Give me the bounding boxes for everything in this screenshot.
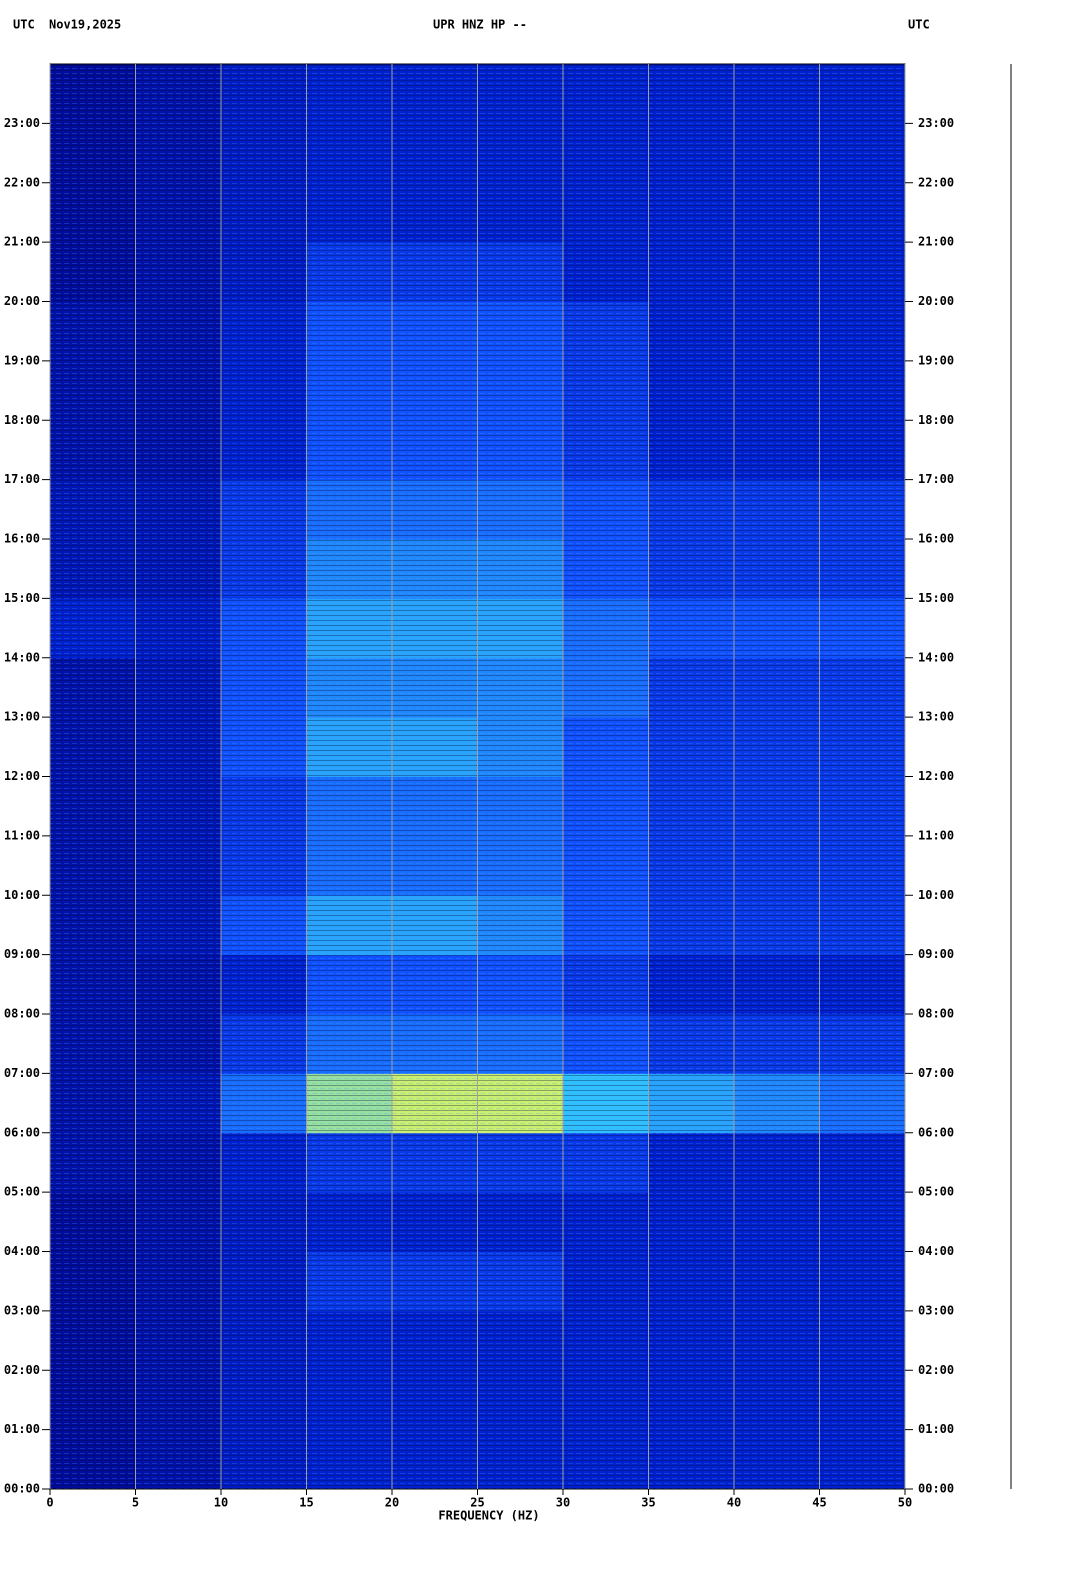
y-tick-label: 00:00	[4, 1482, 40, 1496]
y-tick-label-right: 04:00	[918, 1244, 954, 1258]
y-tick-label: 08:00	[4, 1007, 40, 1021]
x-tick-label: 20	[385, 1496, 399, 1510]
y-tick-label: 14:00	[4, 650, 40, 664]
y-tick-label: 07:00	[4, 1066, 40, 1080]
y-tick-label-right: 23:00	[918, 116, 954, 130]
y-tick-label: 04:00	[4, 1244, 40, 1258]
y-tick-label: 13:00	[4, 710, 40, 724]
y-tick-label-right: 08:00	[918, 1007, 954, 1021]
y-tick-label-right: 00:00	[918, 1482, 954, 1496]
y-tick-label-right: 18:00	[918, 413, 954, 427]
x-axis-label: FREQUENCY (HZ)	[438, 1509, 539, 1523]
y-tick-label-right: 12:00	[918, 769, 954, 783]
y-tick-label-right: 03:00	[918, 1303, 954, 1317]
y-tick-label-right: 09:00	[918, 947, 954, 961]
y-tick-label: 16:00	[4, 532, 40, 546]
y-tick-label: 15:00	[4, 591, 40, 605]
y-tick-label-right: 22:00	[918, 175, 954, 189]
timezone-right: UTC	[908, 18, 930, 32]
x-tick-label: 5	[132, 1496, 139, 1510]
y-tick-label-right: 11:00	[918, 828, 954, 842]
y-tick-label: 01:00	[4, 1422, 40, 1436]
y-tick-label: 11:00	[4, 828, 40, 842]
y-tick-label-right: 05:00	[918, 1185, 954, 1199]
y-tick-label: 03:00	[4, 1303, 40, 1317]
y-tick-label-right: 06:00	[918, 1125, 954, 1139]
y-tick-label: 12:00	[4, 769, 40, 783]
x-tick-label: 45	[812, 1496, 826, 1510]
y-tick-label: 19:00	[4, 353, 40, 367]
y-tick-label-right: 19:00	[918, 353, 954, 367]
y-tick-label-right: 13:00	[918, 710, 954, 724]
x-tick-label: 25	[470, 1496, 484, 1510]
y-tick-label-right: 02:00	[918, 1363, 954, 1377]
y-tick-label-right: 21:00	[918, 235, 954, 249]
y-tick-label-right: 17:00	[918, 472, 954, 486]
y-tick-label-right: 07:00	[918, 1066, 954, 1080]
y-tick-label: 17:00	[4, 472, 40, 486]
y-tick-label: 21:00	[4, 235, 40, 249]
y-tick-label: 06:00	[4, 1125, 40, 1139]
x-tick-label: 10	[214, 1496, 228, 1510]
y-tick-label-right: 14:00	[918, 650, 954, 664]
chart-title: UPR HNZ HP --	[433, 18, 527, 32]
y-tick-label: 02:00	[4, 1363, 40, 1377]
x-tick-label: 50	[898, 1496, 912, 1510]
y-tick-label-right: 16:00	[918, 532, 954, 546]
y-tick-label: 10:00	[4, 888, 40, 902]
y-tick-label-right: 15:00	[918, 591, 954, 605]
y-tick-label: 09:00	[4, 947, 40, 961]
timezone-left: UTC	[13, 18, 35, 32]
y-tick-label-right: 20:00	[918, 294, 954, 308]
y-tick-label: 23:00	[4, 116, 40, 130]
x-tick-label: 35	[641, 1496, 655, 1510]
x-tick-label: 15	[299, 1496, 313, 1510]
x-tick-label: 40	[727, 1496, 741, 1510]
y-tick-label: 05:00	[4, 1185, 40, 1199]
y-tick-label: 22:00	[4, 175, 40, 189]
y-tick-label: 18:00	[4, 413, 40, 427]
y-tick-label-right: 01:00	[918, 1422, 954, 1436]
date: Nov19,2025	[49, 18, 121, 32]
x-tick-label: 0	[46, 1496, 53, 1510]
x-tick-label: 30	[556, 1496, 570, 1510]
y-tick-label: 20:00	[4, 294, 40, 308]
y-tick-label-right: 10:00	[918, 888, 954, 902]
